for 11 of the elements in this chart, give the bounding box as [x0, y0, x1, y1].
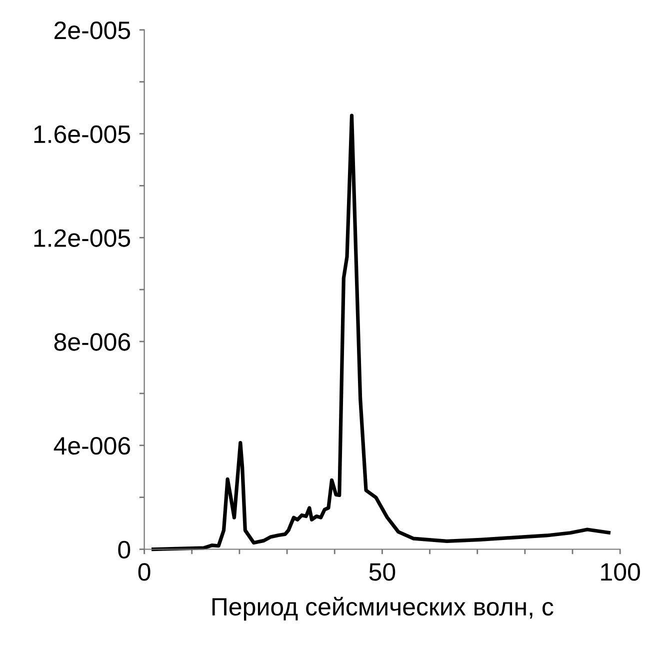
y-tick-label: 8e-006: [54, 333, 130, 351]
x-tick-label: 50: [369, 563, 396, 581]
y-tick-label: 2e-005: [54, 22, 130, 40]
x-axis-title: Период сейсмических волн, с: [212, 596, 554, 621]
x-tick-label: 100: [601, 563, 640, 581]
line-series: [152, 114, 610, 552]
y-tick-label: 0: [118, 540, 130, 559]
y-tick-label: 1.6e-005: [34, 125, 130, 144]
x-tick-label: 0: [138, 563, 150, 581]
y-tick-label: 4e-006: [54, 436, 130, 455]
y-tick-label: 1.2e-005: [34, 229, 130, 247]
